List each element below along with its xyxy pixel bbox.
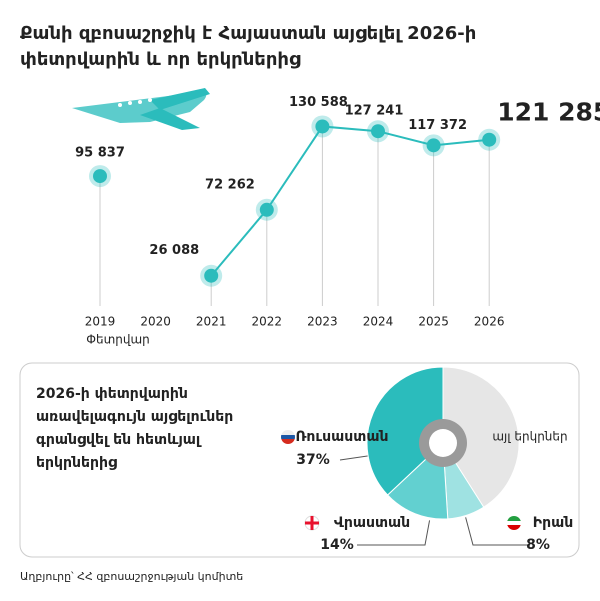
pie-value-label: 14%: [320, 537, 354, 553]
value-label: 130 588: [289, 95, 348, 110]
point: [315, 119, 330, 134]
pie-hole: [429, 429, 457, 457]
pie-slice: [366, 366, 444, 496]
flag-georgia: [304, 515, 320, 531]
plane-illustration: [72, 88, 210, 130]
point: [93, 169, 107, 184]
x-tick-label: 2026: [474, 315, 505, 329]
point: [426, 138, 441, 153]
card: [19, 362, 580, 558]
value-label: 127 241: [345, 104, 404, 119]
title-line: փետրվարին և որ երկրներից: [20, 49, 301, 70]
x-tick-label: 2021: [196, 315, 227, 329]
flag-iran: [507, 516, 521, 530]
pie-label: Ռուսաստան: [296, 429, 389, 445]
x-tick-label: 2023: [307, 315, 338, 329]
value-label: 117 372: [408, 118, 467, 133]
x-axis-note: Փետրվար: [86, 333, 150, 347]
point: [371, 124, 385, 139]
pie-title: 2026-ի փետրվարին: [36, 386, 188, 402]
line: [210, 125, 490, 277]
pie-label: այլ երկրներ: [492, 430, 567, 444]
flag-russia: [281, 430, 295, 444]
point: [482, 132, 497, 147]
point: [204, 268, 219, 283]
x-tick-label: 2022: [252, 315, 283, 329]
value-label: 121 285: [497, 98, 600, 127]
pie-value-label: 37%: [296, 452, 330, 468]
value-label: 72 262: [205, 177, 255, 192]
x-tick-label: 2019: [85, 315, 116, 329]
x-tick-label: 2024: [363, 315, 394, 329]
pie-title: առավելագույն այցելուներ: [36, 409, 233, 425]
x-tick-label: 2025: [418, 315, 449, 329]
pie-title: երկրներից: [36, 455, 117, 471]
x-tick-label: 2020: [140, 315, 171, 329]
value-label: 95 837: [75, 146, 125, 161]
point: [259, 202, 274, 217]
pie-title: գրանցվել են հետևյալ: [36, 432, 202, 448]
title-line: Քանի զբոսաշրջիկ է Հայաստան այցելել 2026-…: [20, 23, 476, 44]
pie-value-label: 8%: [526, 537, 550, 553]
pie-label: Վրաստան: [334, 515, 410, 531]
value-label: 26 088: [149, 243, 199, 258]
source: Աղբյուրը՝ ՀՀ զբոսաշրջության կոմիտե: [20, 570, 243, 583]
pie-label: Իրան: [533, 515, 573, 531]
